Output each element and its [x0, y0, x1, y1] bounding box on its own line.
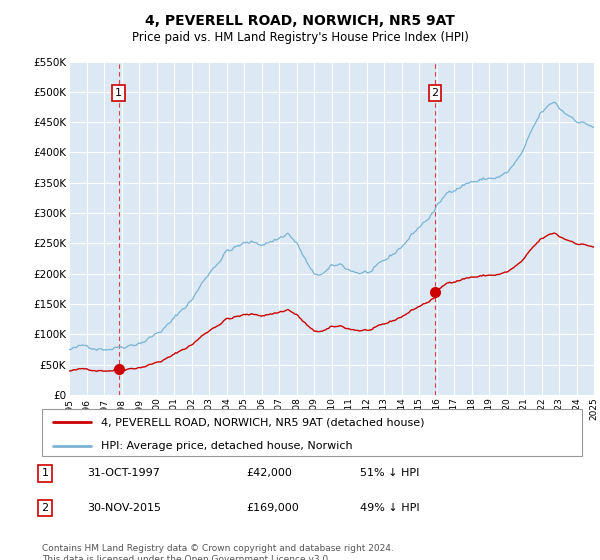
Text: 1: 1	[115, 88, 122, 98]
Text: 51% ↓ HPI: 51% ↓ HPI	[360, 468, 419, 478]
Text: 49% ↓ HPI: 49% ↓ HPI	[360, 503, 419, 513]
Text: 4, PEVERELL ROAD, NORWICH, NR5 9AT (detached house): 4, PEVERELL ROAD, NORWICH, NR5 9AT (deta…	[101, 417, 425, 427]
Text: Contains HM Land Registry data © Crown copyright and database right 2024.
This d: Contains HM Land Registry data © Crown c…	[42, 544, 394, 560]
Text: £169,000: £169,000	[246, 503, 299, 513]
Text: 31-OCT-1997: 31-OCT-1997	[87, 468, 160, 478]
Text: HPI: Average price, detached house, Norwich: HPI: Average price, detached house, Norw…	[101, 441, 353, 451]
Text: 2: 2	[41, 503, 49, 513]
Text: 4, PEVERELL ROAD, NORWICH, NR5 9AT: 4, PEVERELL ROAD, NORWICH, NR5 9AT	[145, 14, 455, 28]
Text: 30-NOV-2015: 30-NOV-2015	[87, 503, 161, 513]
Text: 2: 2	[431, 88, 439, 98]
Text: £42,000: £42,000	[246, 468, 292, 478]
Text: 1: 1	[41, 468, 49, 478]
Text: Price paid vs. HM Land Registry's House Price Index (HPI): Price paid vs. HM Land Registry's House …	[131, 31, 469, 44]
FancyBboxPatch shape	[42, 409, 582, 456]
